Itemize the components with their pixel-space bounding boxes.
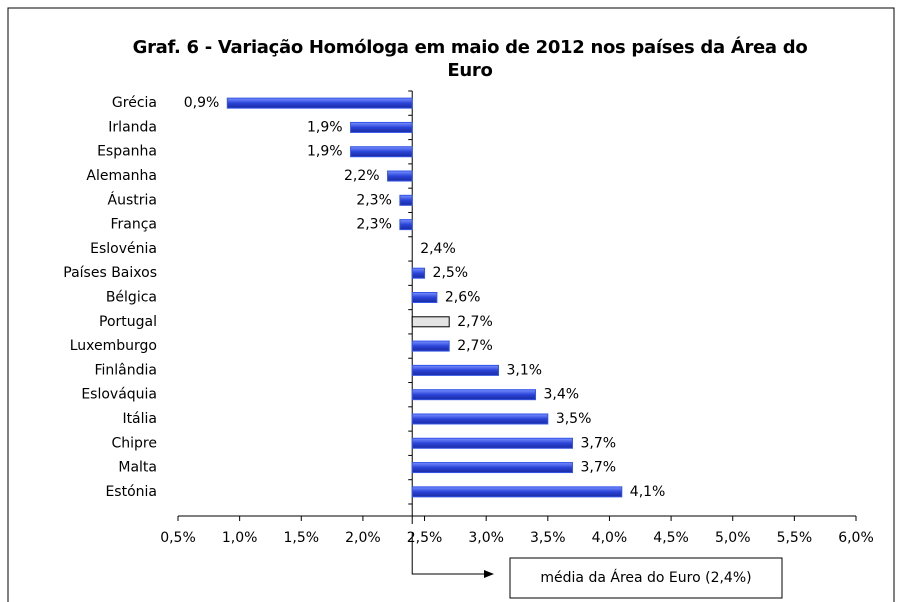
y-tick-label: Eslováquia (81, 387, 157, 403)
bar (411, 462, 573, 474)
y-tick-label: Chipre (112, 435, 158, 451)
value-label: 2,4% (420, 241, 456, 257)
value-label: 3,5% (556, 411, 592, 427)
bar (226, 97, 413, 109)
y-tick-label: Itália (122, 411, 157, 427)
value-label: 3,7% (580, 460, 616, 476)
x-tick-label: 2,0% (345, 530, 381, 546)
annotation-arrow (411, 532, 486, 575)
bar (350, 121, 413, 133)
x-tick-label: 0,5% (160, 530, 196, 546)
x-tick-label: 3,5% (530, 530, 566, 546)
x-tick-label: 6,0% (838, 530, 874, 546)
value-label: 2,5% (433, 265, 469, 281)
value-label: 2,3% (356, 217, 392, 233)
y-tick-label: Bélgica (106, 290, 157, 306)
chart-title: Graf. 6 - Variação Homóloga em maio de 2… (132, 37, 808, 81)
y-tick-label: Luxemburgo (70, 338, 157, 354)
bar (411, 316, 450, 328)
x-tick-label: 1,0% (222, 530, 258, 546)
bar (411, 267, 426, 279)
x-tick-label: 4,5% (653, 530, 689, 546)
value-label: 2,7% (457, 338, 493, 354)
y-tick-label: Estónia (105, 484, 157, 500)
bar (411, 413, 549, 425)
value-label: 0,9% (184, 95, 220, 111)
value-label: 3,7% (580, 435, 616, 451)
value-label: 2,2% (344, 168, 380, 184)
bar (350, 146, 413, 158)
value-label: 2,3% (356, 192, 392, 208)
y-tick-label: Áustria (108, 191, 157, 208)
frame (7, 7, 895, 602)
bar (411, 437, 573, 449)
bar (411, 292, 438, 303)
y-tick-label: Espanha (97, 144, 157, 160)
y-tick-label: Eslovénia (90, 241, 157, 257)
value-label: 1,9% (307, 119, 343, 135)
y-tick-label: Grécia (112, 95, 157, 111)
annotation: média da Área do Euro (2,4%) (540, 569, 751, 586)
bar (399, 194, 413, 206)
x-tick-label: 4,0% (592, 530, 628, 546)
value-label: 3,1% (507, 362, 543, 378)
bar (411, 340, 450, 352)
y-tick-label: Portugal (99, 314, 157, 330)
y-tick-label: Países Baixos (63, 265, 157, 281)
value-label: 2,6% (445, 290, 481, 306)
y-tick-label: Finlândia (95, 362, 158, 378)
annotation-box (509, 557, 783, 599)
arrow-head (484, 570, 494, 578)
bar (411, 389, 536, 401)
x-tick-label: 3,0% (468, 530, 504, 546)
bar (399, 219, 413, 231)
x-tick-label: 5,5% (777, 530, 813, 546)
y-tick-label: França (110, 217, 157, 233)
bar (411, 364, 500, 376)
bar (387, 170, 413, 182)
y-tick-label: Malta (118, 460, 157, 476)
y-tick-label: Alemanha (86, 168, 157, 184)
bar (411, 486, 623, 498)
value-label: 1,9% (307, 144, 343, 160)
x-tick-label: 5,0% (715, 530, 751, 546)
value-label: 4,1% (630, 484, 666, 500)
value-label: 3,4% (543, 387, 579, 403)
x-tick-label: 1,5% (283, 530, 319, 546)
y-tick-label: Irlanda (108, 119, 157, 135)
x-tick-label: 2,5% (407, 530, 443, 546)
value-label: 2,7% (457, 314, 493, 330)
